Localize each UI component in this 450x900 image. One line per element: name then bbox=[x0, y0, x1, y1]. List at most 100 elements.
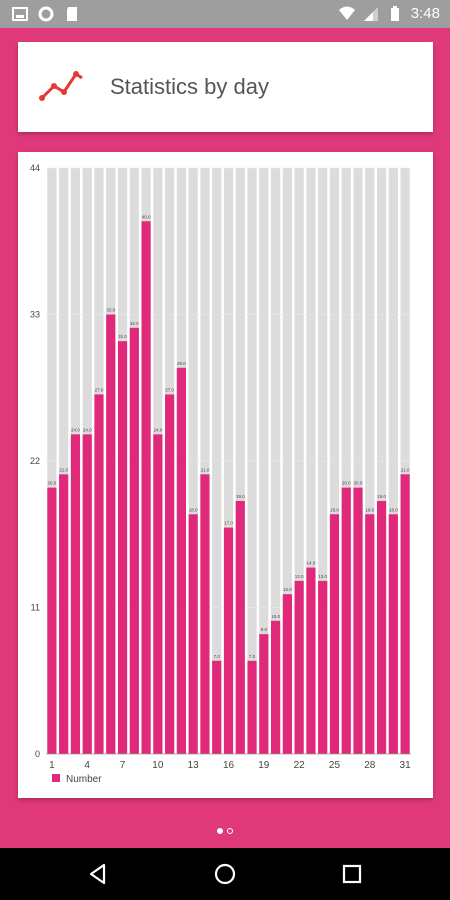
data-label: 17.0 bbox=[224, 521, 233, 526]
bar bbox=[153, 434, 163, 754]
data-label: 40.0 bbox=[142, 214, 151, 219]
bar bbox=[176, 367, 186, 754]
x-tick-label: 1 bbox=[49, 760, 55, 771]
x-tick-label: 25 bbox=[329, 760, 341, 771]
bar bbox=[188, 514, 198, 754]
y-tick-label: 22 bbox=[30, 456, 40, 466]
chart-card: 0 11 22 33 44 20.0 21.0 24.0 24.0 27.0 33.0 31.0 32.… bbox=[18, 152, 433, 798]
image-icon bbox=[12, 7, 28, 21]
bar bbox=[70, 434, 81, 754]
y-tick-label: 33 bbox=[30, 310, 40, 320]
bar bbox=[59, 474, 69, 754]
data-label: 29.0 bbox=[177, 361, 186, 366]
data-label: 21.0 bbox=[401, 467, 410, 472]
circle-icon bbox=[38, 6, 54, 22]
data-label: 24.0 bbox=[83, 427, 92, 432]
bar bbox=[94, 394, 104, 754]
data-label: 18.0 bbox=[389, 507, 398, 512]
nav-bar bbox=[0, 848, 450, 900]
data-label: 18.0 bbox=[189, 507, 198, 512]
home-icon[interactable] bbox=[213, 862, 237, 886]
bar bbox=[341, 487, 351, 754]
page-dot-2[interactable] bbox=[227, 828, 233, 834]
x-tick-label: 10 bbox=[152, 760, 164, 771]
line-chart-icon bbox=[39, 71, 83, 101]
y-tick-label: 44 bbox=[30, 163, 40, 173]
signal-icon bbox=[363, 6, 378, 21]
data-label: 18.0 bbox=[365, 507, 374, 512]
data-label: 20.0 bbox=[48, 481, 57, 486]
x-tick-label: 28 bbox=[364, 760, 376, 771]
back-icon[interactable] bbox=[86, 862, 110, 886]
bar bbox=[223, 527, 234, 754]
bar bbox=[247, 660, 257, 754]
recents-icon[interactable] bbox=[340, 862, 364, 886]
bar bbox=[259, 634, 269, 754]
data-label: 19.0 bbox=[377, 494, 386, 499]
bar bbox=[106, 314, 116, 754]
data-label: 24.0 bbox=[153, 427, 162, 432]
bar bbox=[165, 394, 175, 754]
data-label: 7.0 bbox=[214, 654, 221, 659]
data-label: 9.0 bbox=[261, 627, 268, 632]
data-label: 24.0 bbox=[71, 427, 80, 432]
data-label: 12.0 bbox=[283, 587, 292, 592]
legend-swatch bbox=[52, 774, 60, 782]
x-tick-label: 13 bbox=[188, 760, 200, 771]
data-label: 20.0 bbox=[354, 481, 363, 486]
page-indicator bbox=[0, 828, 450, 834]
x-tick-label: 7 bbox=[120, 760, 126, 771]
data-label: 21.0 bbox=[59, 467, 68, 472]
page-dot-1[interactable] bbox=[217, 828, 223, 834]
battery-icon bbox=[390, 5, 399, 21]
bar bbox=[365, 514, 375, 754]
page-title: Statistics by day bbox=[110, 74, 269, 99]
bar bbox=[294, 580, 304, 754]
x-tick-label: 19 bbox=[258, 760, 270, 771]
clock: 3:48 bbox=[410, 5, 440, 22]
y-tick-label: 11 bbox=[31, 603, 40, 613]
legend-label: Number bbox=[66, 774, 102, 785]
bar bbox=[129, 327, 139, 754]
bar bbox=[141, 221, 151, 755]
data-label: 21.0 bbox=[201, 467, 210, 472]
x-tick-label: 31 bbox=[400, 760, 412, 771]
data-label: 31.0 bbox=[118, 334, 127, 339]
data-label: 19.0 bbox=[236, 494, 245, 499]
data-label: 33.0 bbox=[106, 308, 115, 313]
bar bbox=[400, 474, 410, 754]
bar bbox=[388, 514, 398, 754]
x-tick-label: 16 bbox=[223, 760, 235, 771]
bar bbox=[271, 620, 281, 754]
data-label: 27.0 bbox=[95, 387, 104, 392]
bar bbox=[235, 500, 245, 754]
data-label: 13.0 bbox=[295, 574, 304, 579]
bar bbox=[82, 434, 92, 754]
status-bar: 3:48 bbox=[0, 0, 450, 28]
data-label: 27.0 bbox=[165, 387, 174, 392]
data-label: 18.0 bbox=[330, 507, 339, 512]
sd-card-icon bbox=[67, 7, 77, 21]
x-tick-label: 22 bbox=[294, 760, 306, 771]
bar bbox=[200, 474, 210, 754]
bar bbox=[353, 487, 363, 754]
data-label: 7.0 bbox=[249, 654, 256, 659]
data-label: 13.0 bbox=[318, 574, 327, 579]
bar bbox=[212, 660, 222, 754]
wifi-icon bbox=[338, 6, 355, 20]
header-card: Statistics by day bbox=[18, 42, 433, 132]
bar bbox=[318, 580, 328, 754]
data-label: 14.0 bbox=[307, 561, 316, 566]
data-label: 32.0 bbox=[130, 321, 139, 326]
bar bbox=[117, 341, 128, 754]
x-tick-label: 4 bbox=[84, 760, 90, 771]
y-tick-label: 0 bbox=[35, 749, 40, 759]
bar bbox=[306, 567, 316, 754]
data-label: 20.0 bbox=[342, 481, 351, 486]
bar bbox=[329, 514, 340, 754]
bar bbox=[47, 487, 57, 754]
data-label: 10.0 bbox=[271, 614, 280, 619]
bar bbox=[376, 500, 387, 754]
bar bbox=[282, 594, 292, 754]
